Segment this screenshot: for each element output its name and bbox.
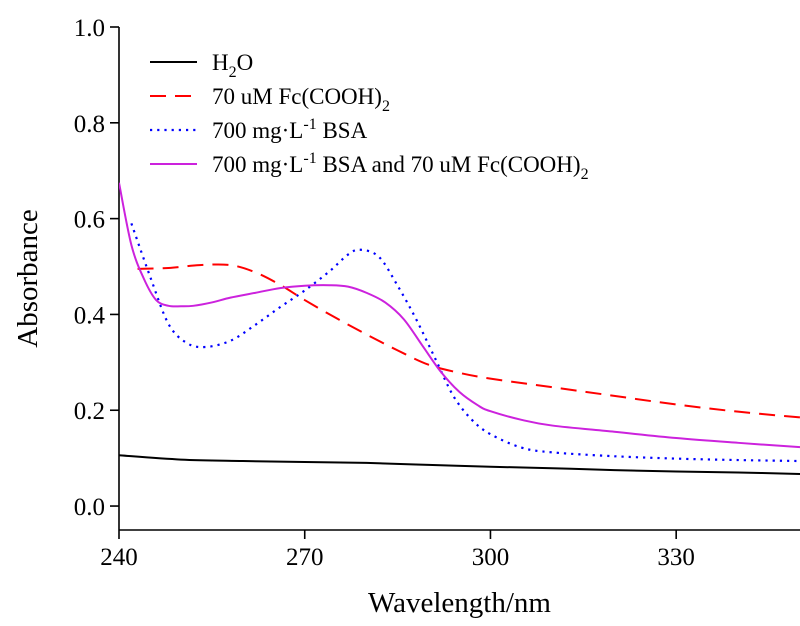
y-tick-label: 0.2 (74, 398, 105, 425)
series-line-3 (130, 223, 800, 463)
series-line-4 (119, 182, 800, 449)
series-line-2 (137, 263, 800, 419)
plot-area (119, 182, 800, 475)
legend-entry-2: 70 uM Fc(COOH)2 (212, 84, 390, 115)
y-tick-label: 0.4 (74, 302, 106, 329)
y-tick-label: 0.8 (74, 111, 105, 138)
x-tick-label: 330 (657, 544, 695, 571)
legend-text-sub: 2 (581, 166, 589, 183)
legend-text-mid: BSA and 70 uM Fc(COOH) (317, 152, 581, 177)
y-tick-label: 0.0 (74, 494, 105, 521)
legend-text-post: O (237, 50, 254, 75)
legend-entry-1: H2O (212, 50, 253, 81)
legend-text-post: BSA (317, 118, 368, 143)
legend-text-pre: 700 mg·L (212, 152, 303, 177)
legend-text-sub: 2 (382, 98, 390, 115)
legend-text-pre: 70 uM Fc(COOH) (212, 84, 382, 109)
legend-text-sup: -1 (303, 150, 316, 167)
axes: 240 270 300 330 0.0 0.2 0.4 0.6 0.8 1.0 (74, 15, 800, 571)
y-axis-title: Absorbance (12, 209, 44, 348)
legend-entry-4: 700 mg·L-1 BSA and 70 uM Fc(COOH)2 (212, 150, 589, 183)
x-tick-label: 270 (286, 544, 324, 571)
y-tick-label: 0.6 (74, 207, 105, 234)
legend-text-sub: 2 (229, 64, 237, 81)
x-tick-label: 240 (100, 544, 138, 571)
series-line-1 (119, 454, 800, 475)
x-tick-label: 300 (472, 544, 510, 571)
legend-entry-3: 700 mg·L-1 BSA (212, 116, 368, 143)
x-axis-title: Wavelength/nm (368, 587, 551, 619)
legend-text-pre: 700 mg·L (212, 118, 303, 143)
legend-text-pre: H (212, 50, 229, 75)
legend-text-sup: -1 (303, 116, 316, 133)
y-tick-label: 1.0 (74, 15, 105, 42)
